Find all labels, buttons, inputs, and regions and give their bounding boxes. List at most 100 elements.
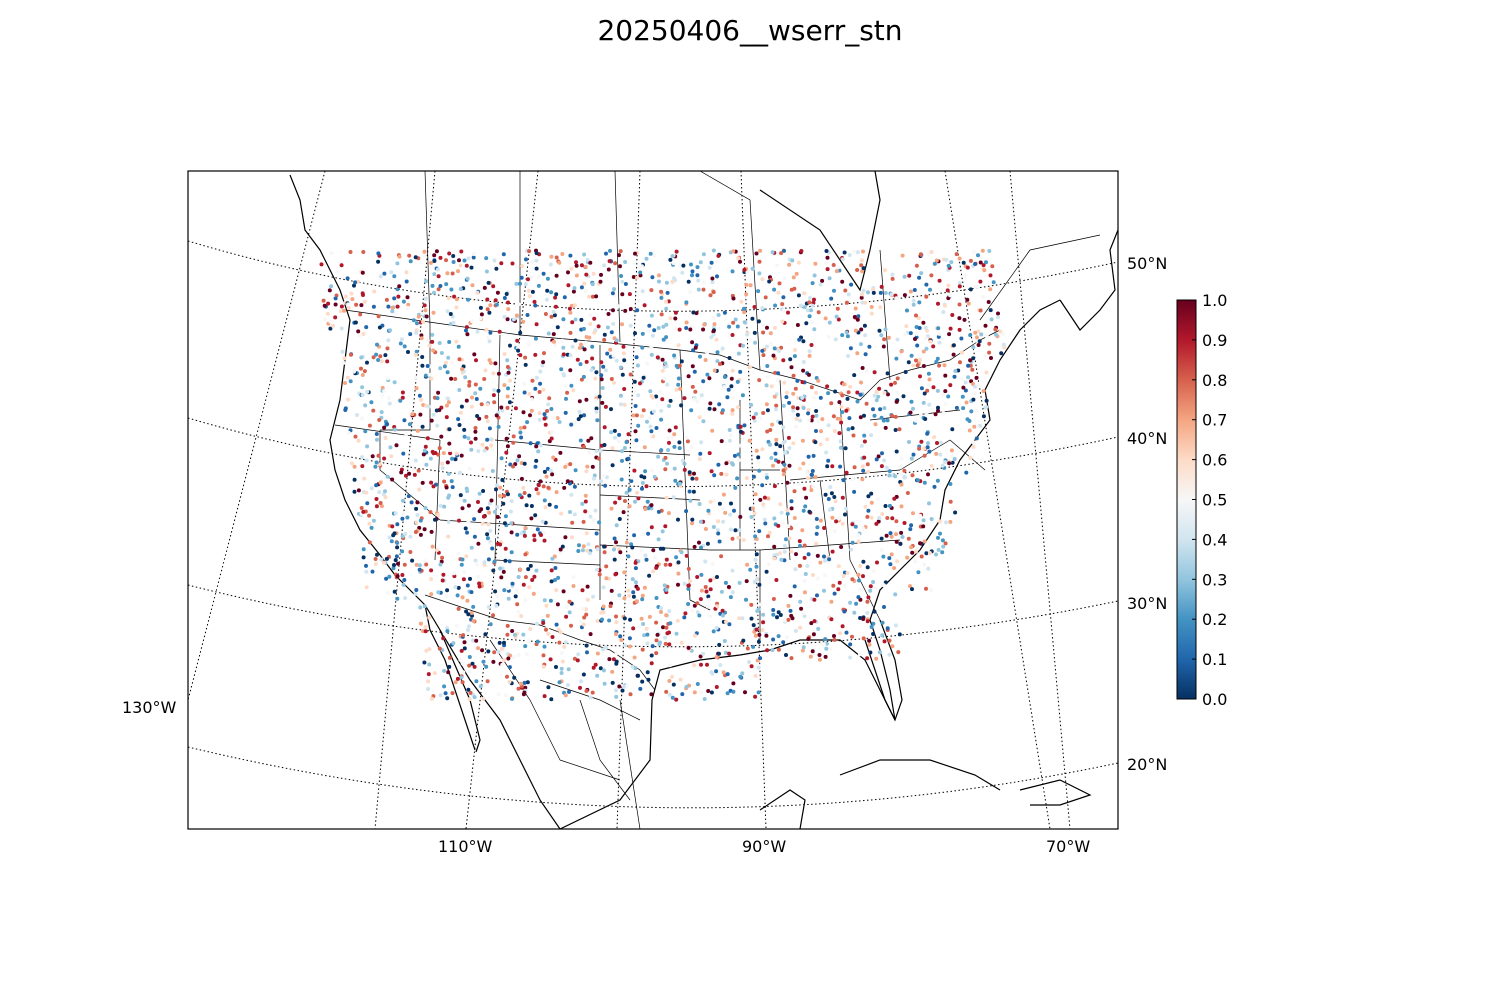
station-point <box>909 399 914 404</box>
station-point <box>917 326 922 330</box>
station-point <box>752 305 757 309</box>
station-point <box>906 360 911 365</box>
station-point <box>581 622 586 627</box>
station-point <box>907 273 912 278</box>
station-point <box>657 279 661 284</box>
station-point <box>773 407 778 412</box>
station-point <box>482 560 487 565</box>
station-point <box>491 371 496 376</box>
station-point <box>914 325 919 329</box>
station-point <box>466 612 471 617</box>
station-point <box>749 664 754 669</box>
station-point <box>550 430 555 435</box>
station-point <box>965 297 970 302</box>
station-point <box>832 495 837 499</box>
station-point <box>628 372 633 377</box>
station-point <box>812 327 817 332</box>
station-point <box>633 404 638 408</box>
station-point <box>806 552 811 557</box>
station-point <box>908 289 913 294</box>
station-point <box>717 539 722 544</box>
station-point <box>421 320 426 324</box>
station-point <box>807 509 812 514</box>
station-point <box>737 580 742 585</box>
station-point <box>742 310 747 315</box>
station-point <box>507 400 512 405</box>
station-point <box>936 408 940 413</box>
station-point <box>863 333 868 338</box>
station-point <box>705 662 709 667</box>
station-point <box>614 614 618 619</box>
station-point <box>505 317 510 322</box>
station-point <box>542 416 547 421</box>
station-point <box>448 451 453 456</box>
station-point <box>879 284 884 289</box>
station-point <box>764 402 769 407</box>
station-point <box>794 424 799 429</box>
station-point <box>862 323 867 328</box>
station-point <box>923 336 928 341</box>
station-point <box>609 430 614 435</box>
station-point <box>828 646 833 651</box>
station-point <box>571 584 576 588</box>
station-point <box>339 304 344 309</box>
station-point <box>578 438 583 443</box>
station-point <box>414 588 419 592</box>
station-point <box>788 593 793 598</box>
station-point <box>636 299 641 304</box>
station-point <box>427 615 432 620</box>
station-points <box>319 248 1007 702</box>
station-point <box>485 419 490 424</box>
station-point <box>505 623 510 628</box>
station-point <box>339 263 344 268</box>
station-point <box>473 426 478 430</box>
station-point <box>823 573 827 578</box>
station-point <box>456 269 460 274</box>
station-point <box>698 597 703 602</box>
station-point <box>871 632 876 636</box>
station-point <box>719 554 724 559</box>
station-point <box>638 381 642 386</box>
station-point <box>850 477 855 482</box>
station-point <box>395 540 400 545</box>
station-point <box>389 270 394 275</box>
station-point <box>840 257 845 262</box>
station-point <box>904 324 909 329</box>
station-point <box>974 375 979 380</box>
station-point <box>919 271 924 276</box>
station-point <box>360 385 365 390</box>
station-point <box>508 343 512 348</box>
station-point <box>721 519 726 524</box>
colorbar-tick-label: 0.8 <box>1202 371 1227 390</box>
station-point <box>1001 331 1006 336</box>
station-point <box>352 489 357 494</box>
station-point <box>646 677 651 682</box>
station-point <box>880 451 884 456</box>
station-point <box>442 631 447 636</box>
station-point <box>440 461 445 466</box>
station-point <box>714 625 719 630</box>
station-point <box>403 596 408 601</box>
station-point <box>807 353 812 358</box>
station-point <box>585 548 590 553</box>
station-point <box>470 283 475 288</box>
station-point <box>358 312 363 317</box>
station-point <box>765 429 770 434</box>
station-point <box>663 467 668 472</box>
station-point <box>601 604 606 609</box>
station-point <box>457 423 462 427</box>
station-point <box>900 253 905 258</box>
station-point <box>462 646 467 651</box>
station-point <box>529 504 534 508</box>
station-point <box>902 521 907 525</box>
station-point <box>827 320 832 325</box>
station-point <box>680 270 685 275</box>
station-point <box>701 327 706 332</box>
station-point <box>692 471 696 476</box>
station-point <box>516 653 521 658</box>
station-point <box>346 302 351 307</box>
station-point <box>684 435 689 440</box>
station-point <box>889 292 894 297</box>
station-point <box>413 255 418 260</box>
station-point <box>798 543 802 548</box>
